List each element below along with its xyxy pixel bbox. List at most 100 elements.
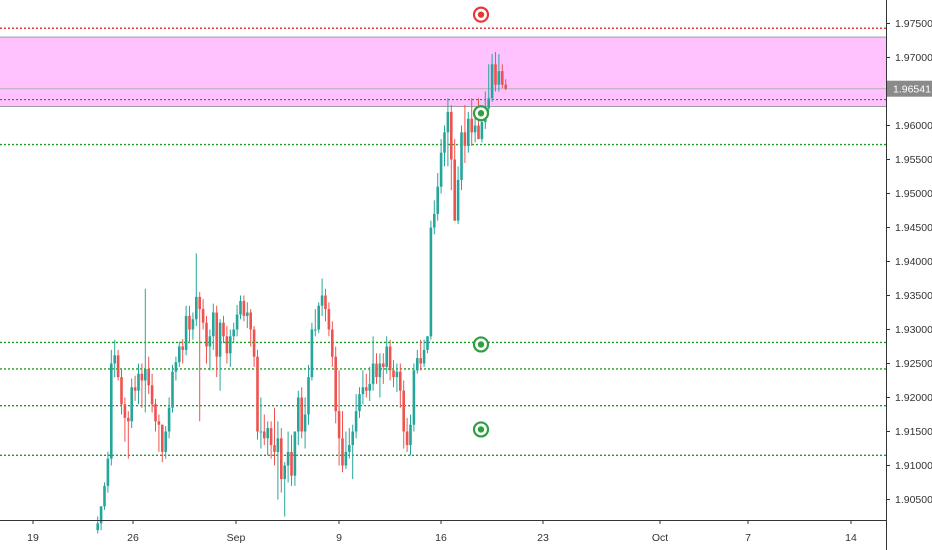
candle-body xyxy=(477,125,480,140)
y-tick-label: 1.93500 xyxy=(895,290,932,302)
target-dot xyxy=(477,426,485,433)
candle xyxy=(303,397,307,449)
candle-body xyxy=(446,111,450,133)
candle-body xyxy=(443,132,446,153)
candle xyxy=(365,373,368,398)
candle-body xyxy=(463,132,467,146)
current-price-tag xyxy=(887,80,932,97)
candle xyxy=(331,321,334,367)
candle-body xyxy=(419,358,422,364)
y-tick-label: 1.94000 xyxy=(895,256,932,268)
candles-layer xyxy=(96,52,507,534)
candle xyxy=(235,305,239,337)
candle xyxy=(426,336,429,354)
candle xyxy=(191,312,195,340)
candle-body xyxy=(358,394,361,412)
candle xyxy=(307,364,310,425)
candle xyxy=(443,125,446,167)
candle-body xyxy=(232,329,235,337)
candle-body xyxy=(337,411,341,439)
candle-body xyxy=(320,295,324,306)
candle xyxy=(130,378,133,429)
candle xyxy=(497,54,501,92)
candle xyxy=(409,414,412,456)
y-tick-label: 1.92000 xyxy=(895,392,932,404)
candle xyxy=(110,349,113,466)
candle xyxy=(480,118,484,143)
candle xyxy=(215,305,218,378)
candle-body xyxy=(174,362,178,372)
candle-body xyxy=(293,431,297,476)
buy-target-icon xyxy=(472,336,490,353)
candle xyxy=(344,431,348,469)
candle xyxy=(504,79,507,91)
candle xyxy=(399,363,402,408)
candle xyxy=(181,339,184,364)
candle-body xyxy=(392,370,395,378)
candle xyxy=(208,329,212,371)
candle xyxy=(161,424,164,463)
target-dot xyxy=(477,11,485,18)
candle xyxy=(419,339,422,371)
candle-body xyxy=(150,385,154,405)
candle xyxy=(256,349,259,440)
candle xyxy=(137,363,140,405)
candle xyxy=(123,397,127,442)
candle xyxy=(116,349,120,381)
candle-body xyxy=(327,309,331,330)
candle-body xyxy=(113,355,116,364)
candle-body xyxy=(147,368,150,386)
candle-body xyxy=(164,431,167,452)
candle-body xyxy=(497,71,501,85)
candle xyxy=(361,370,365,405)
candle xyxy=(293,431,297,486)
candle-body xyxy=(290,451,293,476)
candle xyxy=(487,64,490,112)
candle xyxy=(198,292,201,422)
candle xyxy=(150,373,154,413)
candle xyxy=(174,356,178,381)
candle-body xyxy=(127,417,130,422)
candle-body xyxy=(317,305,320,330)
candle-body xyxy=(99,506,103,524)
candle-body xyxy=(215,312,218,357)
candle xyxy=(120,368,123,415)
candle xyxy=(127,411,130,459)
candle-body xyxy=(450,111,453,160)
candle xyxy=(395,363,399,393)
candle xyxy=(195,253,198,327)
candle-body xyxy=(269,428,273,446)
candle-body xyxy=(103,485,106,507)
candle xyxy=(229,329,232,367)
candle xyxy=(266,421,269,456)
candle xyxy=(225,326,229,364)
candle xyxy=(297,390,300,446)
candle-body xyxy=(96,523,99,531)
candle-body xyxy=(157,421,161,425)
candle xyxy=(310,322,314,381)
candle xyxy=(218,319,222,391)
candle xyxy=(358,387,361,418)
candle-body xyxy=(242,300,246,316)
candle-body xyxy=(490,64,494,99)
candle xyxy=(184,305,188,356)
candle xyxy=(337,370,341,466)
candle xyxy=(450,105,453,191)
candle-body xyxy=(130,387,133,422)
candle-body xyxy=(273,445,276,452)
candle-body xyxy=(494,64,497,85)
candle xyxy=(276,421,280,500)
y-tick-label: 1.97500 xyxy=(895,18,932,30)
candle xyxy=(96,516,99,534)
candle-body xyxy=(303,414,307,432)
candle xyxy=(317,302,320,333)
candle xyxy=(392,360,395,388)
candle xyxy=(446,98,450,167)
x-tick-label: 26 xyxy=(127,532,139,544)
candle xyxy=(222,315,225,344)
candle-body xyxy=(348,445,351,452)
candle-body xyxy=(344,451,348,466)
candle xyxy=(334,346,337,424)
candle-body xyxy=(504,84,507,89)
